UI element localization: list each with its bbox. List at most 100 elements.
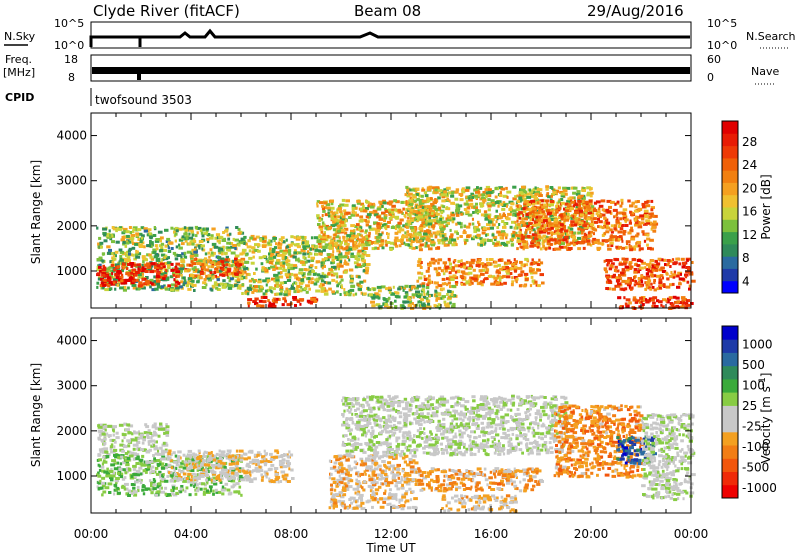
power-echo-cell xyxy=(491,202,497,205)
power-echo-cell xyxy=(307,280,310,284)
power-echo-cell xyxy=(302,246,307,250)
power-echo-cell xyxy=(491,203,496,207)
power-echo-cell xyxy=(570,223,574,227)
power-echo-cell xyxy=(187,242,193,246)
power-echo-cell xyxy=(385,242,388,245)
power-echo-cell xyxy=(322,265,326,268)
power-echo-cell xyxy=(505,266,509,269)
power-echo-cell xyxy=(612,273,616,277)
power-echo-cell xyxy=(435,305,439,308)
power-echo-cell xyxy=(453,259,457,262)
power-echo-cell xyxy=(570,235,573,239)
vel-echo-cell xyxy=(180,485,184,488)
power-echo-cell xyxy=(455,282,458,286)
power-echo-cell xyxy=(377,289,382,293)
power-echo-cell xyxy=(306,251,311,255)
power-echo-cell xyxy=(614,284,617,288)
power-echo-cell xyxy=(111,234,114,238)
power-echo-cell xyxy=(467,271,473,275)
vel-echo-cell xyxy=(108,469,114,473)
power-echo-cell xyxy=(302,245,306,249)
power-echo-cell xyxy=(317,241,322,245)
power-echo-cell xyxy=(273,239,276,243)
power-echo-cell xyxy=(237,227,241,231)
power-echo-cell xyxy=(430,208,433,212)
vel-echo-cell xyxy=(220,465,225,469)
power-echo-cell xyxy=(376,224,381,228)
vel-echo-cell xyxy=(156,447,159,451)
power-echo-cell xyxy=(107,284,111,288)
power-echo-cell xyxy=(254,302,259,306)
power-echo-cell xyxy=(447,243,450,247)
power-echo-cell xyxy=(231,274,235,278)
vel-echo-cell xyxy=(156,452,162,456)
power-echo-cell xyxy=(613,215,616,219)
power-echo-cell xyxy=(410,226,414,230)
vel-echo-cell xyxy=(153,433,158,437)
power-echo-cell xyxy=(161,258,164,262)
power-echo-cell xyxy=(437,293,441,297)
power-echo-cell xyxy=(557,186,561,190)
power-echo-cell xyxy=(528,269,534,273)
power-echo-cell xyxy=(530,199,536,203)
power-echo-cell xyxy=(658,278,663,282)
power-echo-cell xyxy=(131,246,136,250)
power-echo-cell xyxy=(505,271,511,275)
power-echo-cell xyxy=(589,207,594,211)
power-echo-cell xyxy=(302,263,306,267)
power-echo-cell xyxy=(439,217,443,221)
power-echo-cell xyxy=(205,231,208,235)
power-echo-cell xyxy=(414,199,418,203)
power-echo-cell xyxy=(504,233,509,237)
power-echo-cell xyxy=(343,262,347,265)
power-echo-cell xyxy=(465,210,468,214)
power-echo-cell xyxy=(169,275,174,279)
power-echo-cell xyxy=(198,246,201,250)
power-echo-cell xyxy=(644,287,647,291)
power-echo-cell xyxy=(616,200,620,204)
power-echo-cell xyxy=(650,206,655,210)
power-echo-cell xyxy=(330,253,334,257)
power-echo-cell xyxy=(346,211,351,215)
power-echo-cell xyxy=(399,218,404,222)
power-echo-cell xyxy=(621,279,626,283)
power-echo-cell xyxy=(603,267,608,271)
power-echo-cell xyxy=(410,229,415,233)
power-echo-cell xyxy=(326,258,330,262)
power-echo-cell xyxy=(322,235,327,239)
vel-echo-cell xyxy=(113,467,119,471)
power-echo-cell xyxy=(252,287,256,291)
power-echo-cell xyxy=(131,239,134,243)
power-echo-cell xyxy=(224,258,230,262)
power-echo-cell xyxy=(516,200,521,204)
power-echo-cell xyxy=(98,236,102,240)
power-echo-cell xyxy=(164,287,169,291)
power-echo-cell xyxy=(339,280,342,284)
vel-echo-cell xyxy=(147,442,151,446)
power-echo-cell xyxy=(576,241,581,244)
power-echo-cell xyxy=(558,229,562,233)
power-echo-cell xyxy=(588,199,593,203)
power-echo-cell xyxy=(471,261,475,265)
vel-echo-cell xyxy=(188,493,192,497)
power-echo-cell xyxy=(481,193,486,197)
power-echo-cell xyxy=(208,236,214,240)
power-echo-cell xyxy=(281,256,285,260)
power-echo-cell xyxy=(182,283,186,287)
power-echo-cell xyxy=(462,212,465,216)
power-echo-cell xyxy=(624,220,627,224)
power-echo-cell xyxy=(149,264,154,268)
vel-echo-cell xyxy=(104,428,107,432)
power-echo-cell xyxy=(322,259,325,263)
vel-echo-cell xyxy=(148,439,153,443)
power-echo-cell xyxy=(359,287,362,291)
power-echo-cell xyxy=(368,202,372,206)
power-echo-cell xyxy=(518,199,522,203)
power-cbar-tick: 8 xyxy=(742,251,750,265)
power-echo-cell xyxy=(157,282,160,286)
power-echo-cell xyxy=(522,214,525,217)
power-echo-cell xyxy=(465,186,471,190)
power-echo-cell xyxy=(502,274,506,278)
power-echo-cell xyxy=(622,212,627,216)
